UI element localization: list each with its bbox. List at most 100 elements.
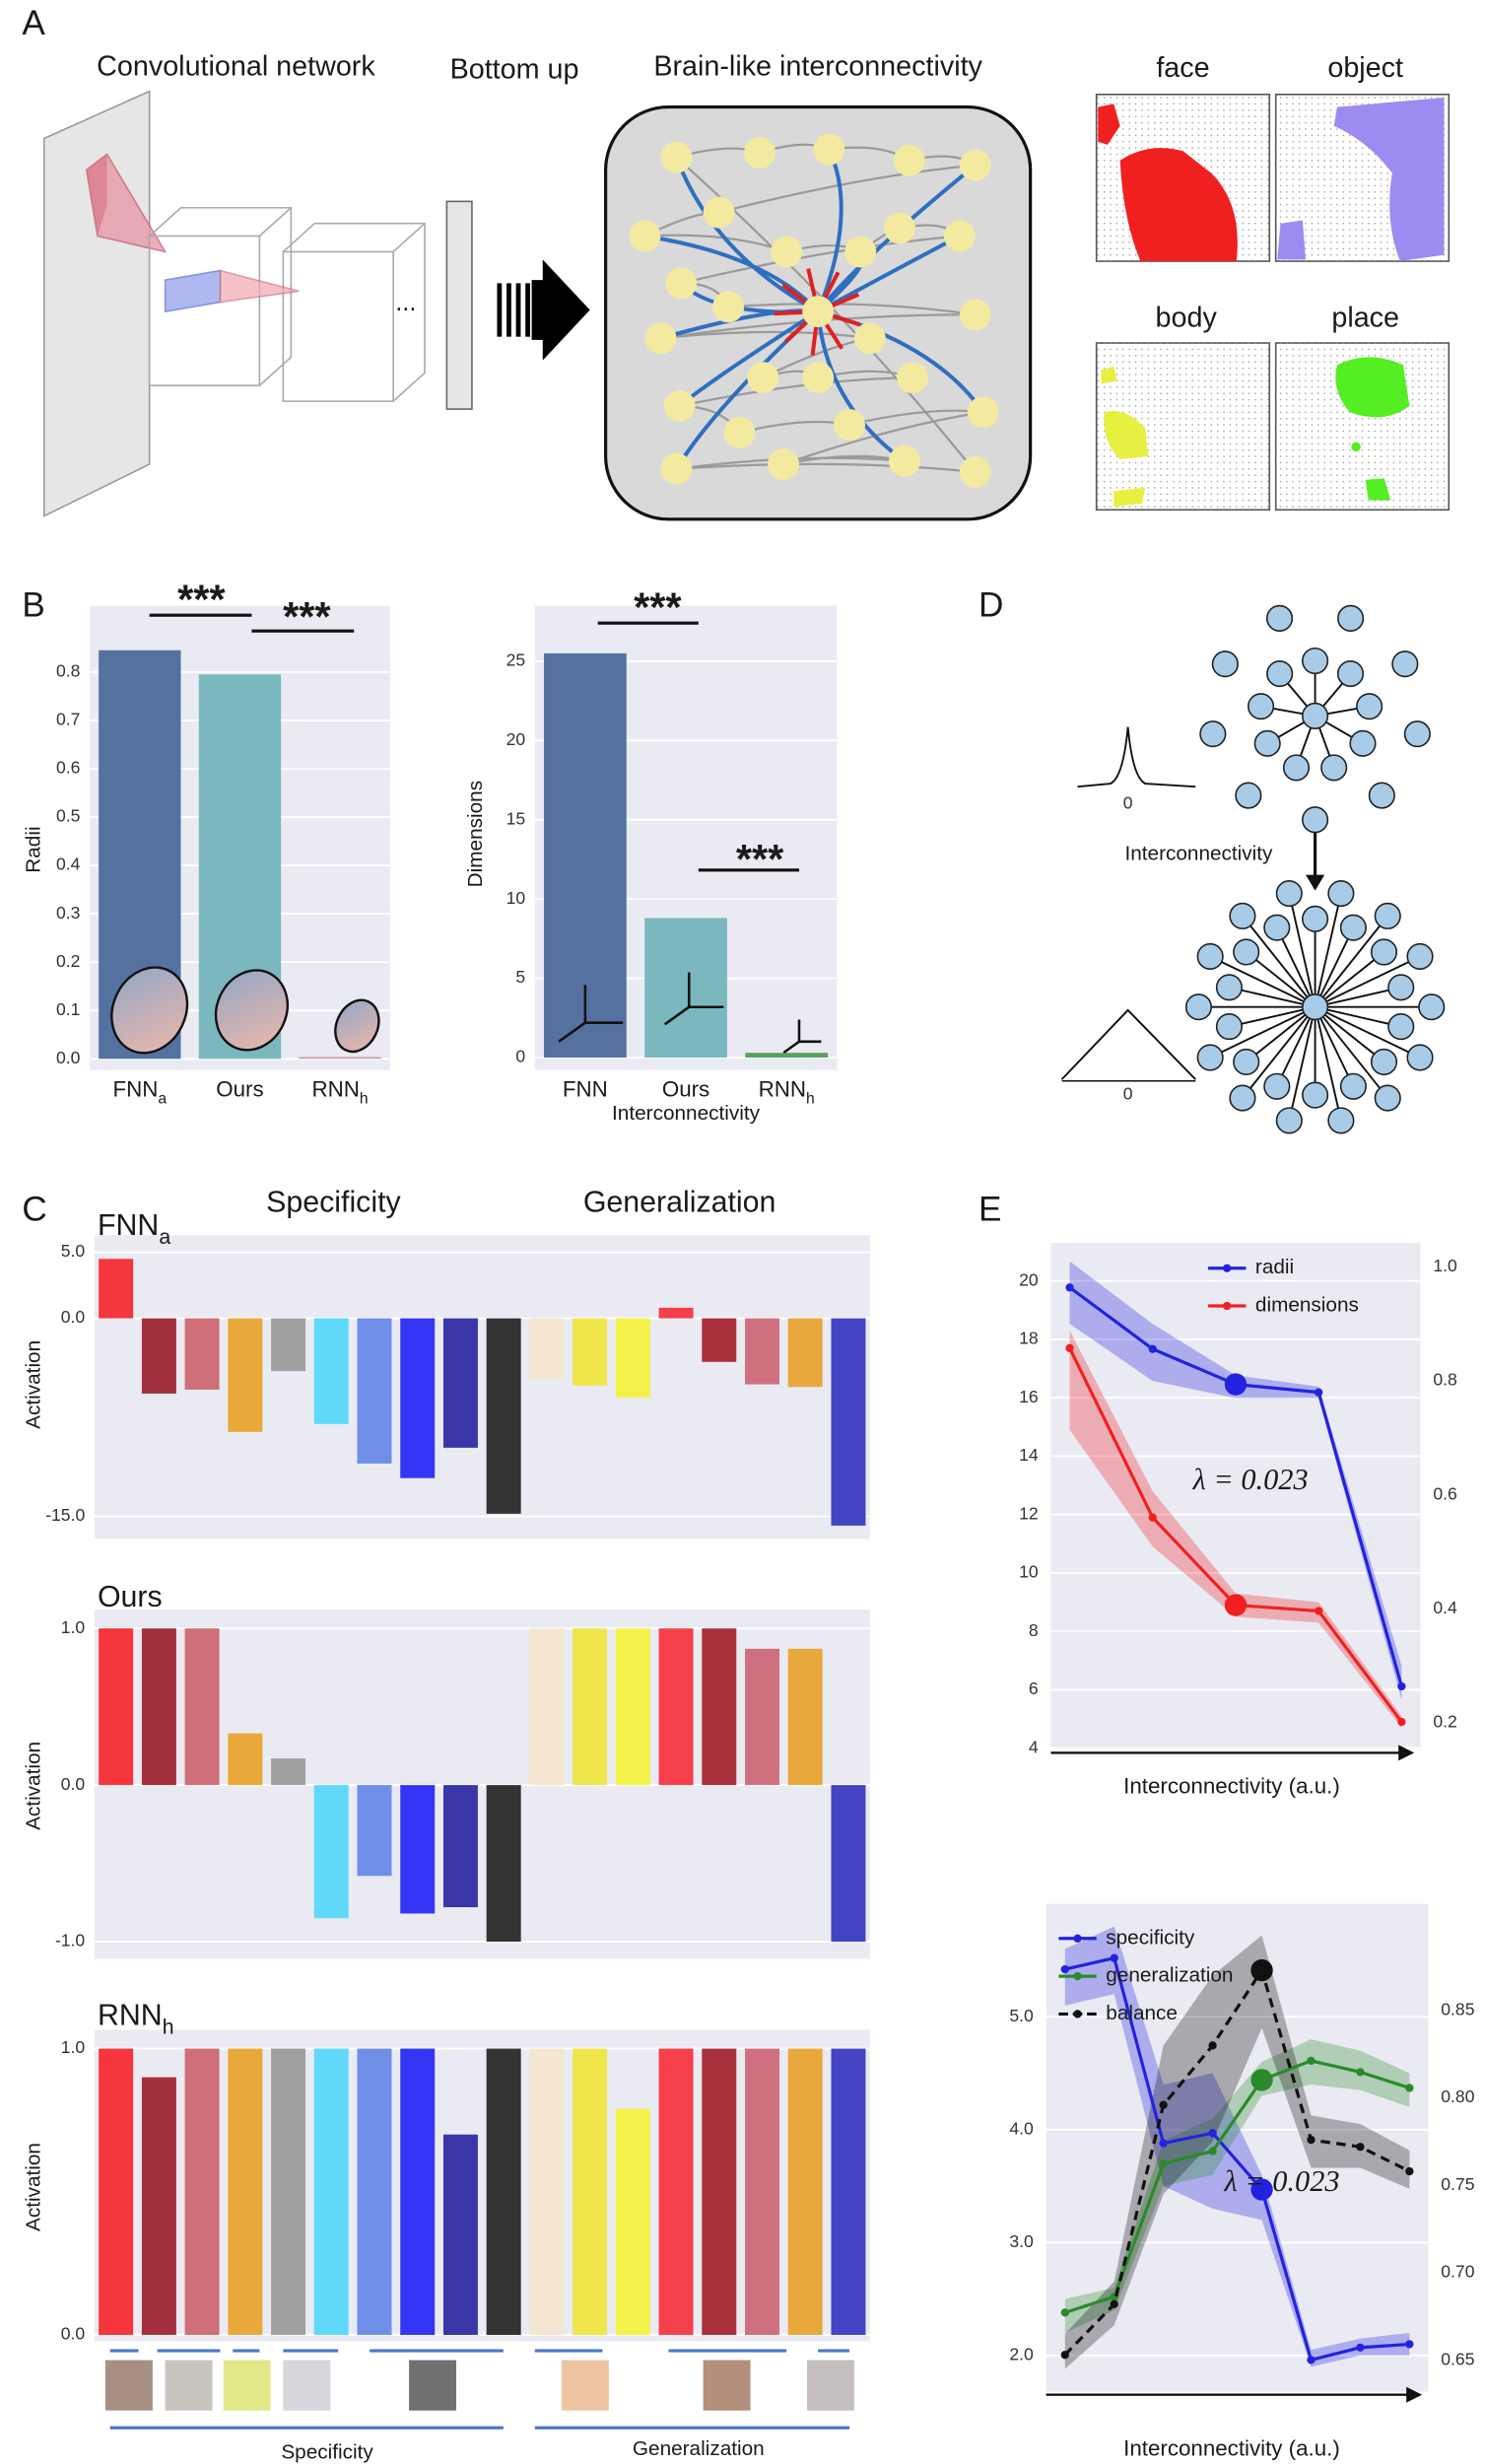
y-tick-label: 8 [1029,1620,1039,1640]
confidence-band [1064,1926,1410,2367]
bar [442,2134,478,2336]
network-node [1233,938,1260,966]
y-tick-label: 20 [506,729,526,749]
point-marker [1148,1344,1157,1353]
point-marker [1065,1343,1074,1352]
bar [658,2048,694,2336]
network-node [1229,902,1256,929]
bar [357,2048,392,2336]
network-edge [1314,951,1385,1008]
y-tick-label: 5.0 [1009,2006,1034,2025]
manifold-glyph [334,998,380,1054]
unit-node [771,236,803,268]
panel-letter: C [22,1191,46,1229]
output-vector [445,200,473,410]
kernel-peaked [1077,726,1196,788]
y-tick-label: 6 [1029,1678,1039,1698]
network-node [1391,650,1419,678]
network-edge [1314,1005,1385,1063]
legend-marker [1223,1301,1232,1311]
highlight-marker [1250,2178,1273,2201]
panel-letter: A [22,4,45,42]
network-hub [1302,702,1329,729]
highlight-marker [1250,2069,1273,2091]
y-tick-label: 0.1 [56,999,80,1019]
bar [313,1785,349,1919]
y-tick-label: 0.8 [1433,1370,1456,1390]
network-edge [1314,926,1355,1008]
network-node [1406,1044,1434,1071]
chart-title: Ours [98,1581,163,1613]
x-tick-label: RNNh [312,1076,369,1107]
y-tick-label: 4.0 [1009,2118,1034,2138]
backgrounds [89,605,1429,2392]
series-line [1064,1955,1410,2362]
bar [99,1628,134,1786]
y-axis-label: Activation [23,1340,45,1429]
bar [271,1318,306,1372]
series-line [1063,1966,1411,2357]
bar [99,1259,134,1319]
bar [787,1648,823,1786]
long-range-connection [816,148,844,312]
dimension-glyph [782,1040,800,1055]
network-node [1418,993,1446,1021]
brain-label: Brain-like interconnectivity [653,50,982,82]
network-node [1370,1048,1398,1076]
receptive-field [86,154,107,237]
bar [400,1318,436,1478]
bar [184,1318,220,1390]
conv-block [282,250,394,402]
point-marker [1356,2068,1365,2077]
long-range-connection [674,156,820,313]
network-node [1374,1084,1401,1112]
bar [702,1628,737,1786]
unit-node [959,455,991,488]
long-range-connection [816,164,978,313]
bar [357,1318,392,1464]
point-marker [1307,2356,1316,2364]
network-node [1302,806,1329,834]
network-edge [1314,915,1388,1008]
y-tick-label: 0.2 [1433,1712,1456,1732]
bar [615,2108,650,2336]
legend-label: dimensions [1255,1294,1359,1317]
bar [313,2048,349,2336]
chart-title: FNNa [98,1209,170,1249]
bar [141,2077,176,2336]
y-axis-label: Radii [23,826,45,872]
bar [442,1318,478,1448]
network-node [1215,1013,1244,1041]
unit-node [703,196,735,229]
conv-block [148,235,261,386]
bar [702,1318,737,1362]
y-tick-label: 4 [1029,1737,1039,1756]
point-marker [1307,2056,1316,2066]
bar [573,1318,608,1386]
unit-node [896,362,928,394]
y-tick-label: 1.0 [61,1617,86,1637]
network-node [1199,720,1227,748]
point-marker [1208,2147,1217,2156]
bar [99,2048,134,2336]
bar [787,1318,823,1388]
place-blob [1335,357,1410,418]
highlight-marker [1224,1373,1248,1396]
bar [745,2048,779,2336]
network-edge [1275,926,1316,1008]
network-node [1275,1107,1303,1134]
point-marker [1110,1953,1118,1962]
arrow-stripe [497,283,503,337]
stimulus-icon [561,2360,609,2411]
y-tick-label: 0.6 [1433,1483,1456,1503]
y-tick-label: 0.8 [56,660,80,680]
point-marker [1356,2143,1365,2152]
feature-patch [164,269,222,313]
x-tick-label: RNNh [759,1076,815,1107]
bar [745,1318,779,1385]
bar [658,1628,694,1786]
y-tick-label: 15 [506,808,526,828]
unit-node [967,396,999,429]
x-tick-label: Ours [216,1076,263,1101]
point-marker [1159,2158,1168,2168]
